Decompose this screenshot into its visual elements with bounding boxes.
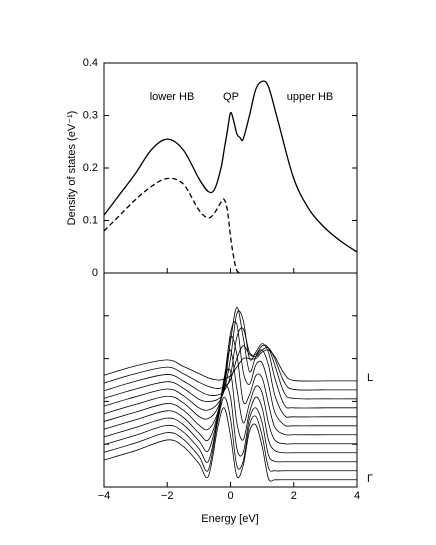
side-label: L [367, 372, 373, 384]
spectrum-curve [103, 310, 357, 409]
spectrum-curve [103, 407, 357, 482]
y-tick-label: 0.4 [83, 57, 98, 69]
x-axis-label: Energy [eV] [201, 513, 258, 525]
x-tick-label: 2 [291, 490, 297, 502]
spectrum-curve [103, 306, 357, 418]
x-tick-label: 4 [354, 490, 360, 502]
spectrum-curve [103, 335, 357, 436]
plot-frame [103, 62, 358, 488]
spectrum-curve [103, 396, 357, 472]
dos-curve [103, 177, 241, 274]
annotation: upper HB [287, 91, 333, 103]
spectrum-curve [103, 349, 358, 382]
y-tick-label: 0.3 [83, 109, 98, 121]
y-tick-label: 0.2 [83, 162, 98, 174]
spectrum-curve [103, 384, 357, 463]
side-label: Γ [367, 473, 373, 485]
dos-curve [103, 80, 358, 253]
x-tick-label: −2 [161, 490, 174, 502]
x-tick-label: 0 [227, 490, 233, 502]
spectrum-curve [103, 345, 358, 391]
annotation: QP [223, 91, 239, 103]
y-tick-label: 0.1 [83, 214, 98, 226]
spectrum-curve [103, 321, 357, 427]
y-tick-label: 0 [92, 267, 98, 279]
annotation: lower HB [150, 91, 195, 103]
x-tick-label: −4 [98, 490, 111, 502]
y-axis-label: Density of states (eV⁻¹) [66, 111, 78, 226]
spectrum-curve [103, 349, 357, 445]
spectrum-curve [103, 368, 357, 454]
spectrum-curve [103, 327, 358, 400]
